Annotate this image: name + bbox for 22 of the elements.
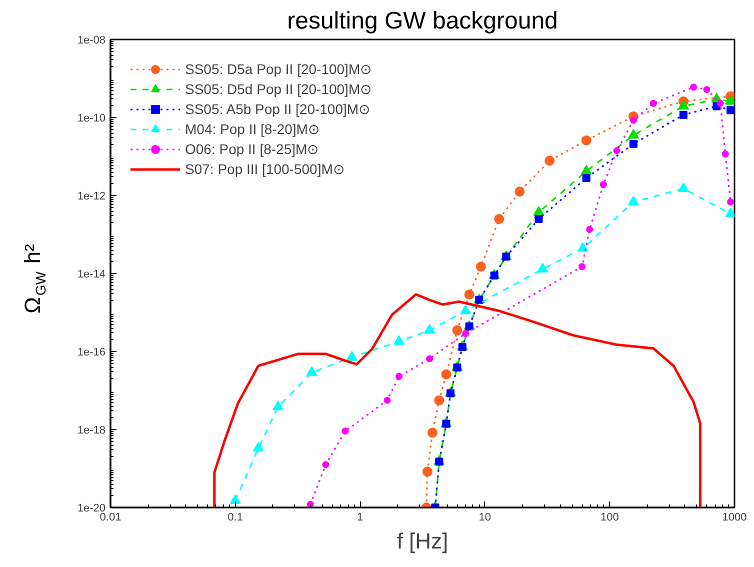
legend-label: M04: Pop II [8-20]M⊙ bbox=[185, 121, 320, 137]
y-tick-label: 1e-12 bbox=[77, 190, 106, 202]
y-tick-label: 1e-08 bbox=[77, 34, 106, 46]
x-tick-label: 100 bbox=[600, 512, 619, 524]
x-tick-label: 1 bbox=[357, 512, 364, 524]
x-tick-label: 1000 bbox=[722, 512, 747, 524]
legend-label: SS05: D5d Pop II [20-100]M⊙ bbox=[185, 81, 372, 97]
y-tick-label: 1e-14 bbox=[77, 268, 106, 280]
x-tick-label: 0.01 bbox=[100, 512, 122, 524]
y-tick-label: 1e-10 bbox=[77, 112, 106, 124]
legend-label: O06: Pop II [8-25]M⊙ bbox=[185, 141, 320, 157]
legend-label: SS05: A5b Pop II [20-100]M⊙ bbox=[185, 101, 371, 117]
y-tick-label: 1e-16 bbox=[77, 346, 106, 358]
y-axis-title: ΩGW h² bbox=[20, 244, 48, 314]
legend-label: SS05: D5a Pop II [20-100]M⊙ bbox=[185, 61, 372, 77]
x-tick-label: 10 bbox=[478, 512, 492, 524]
chart-title: resulting GW background bbox=[287, 8, 558, 34]
x-tick-label: 0.1 bbox=[228, 512, 243, 524]
legend-label: S07: Pop III [100-500]M⊙ bbox=[185, 161, 345, 177]
x-axis-title: f [Hz] bbox=[396, 528, 448, 554]
y-tick-label: 1e-20 bbox=[77, 502, 106, 514]
y-tick-label: 1e-18 bbox=[77, 424, 106, 436]
